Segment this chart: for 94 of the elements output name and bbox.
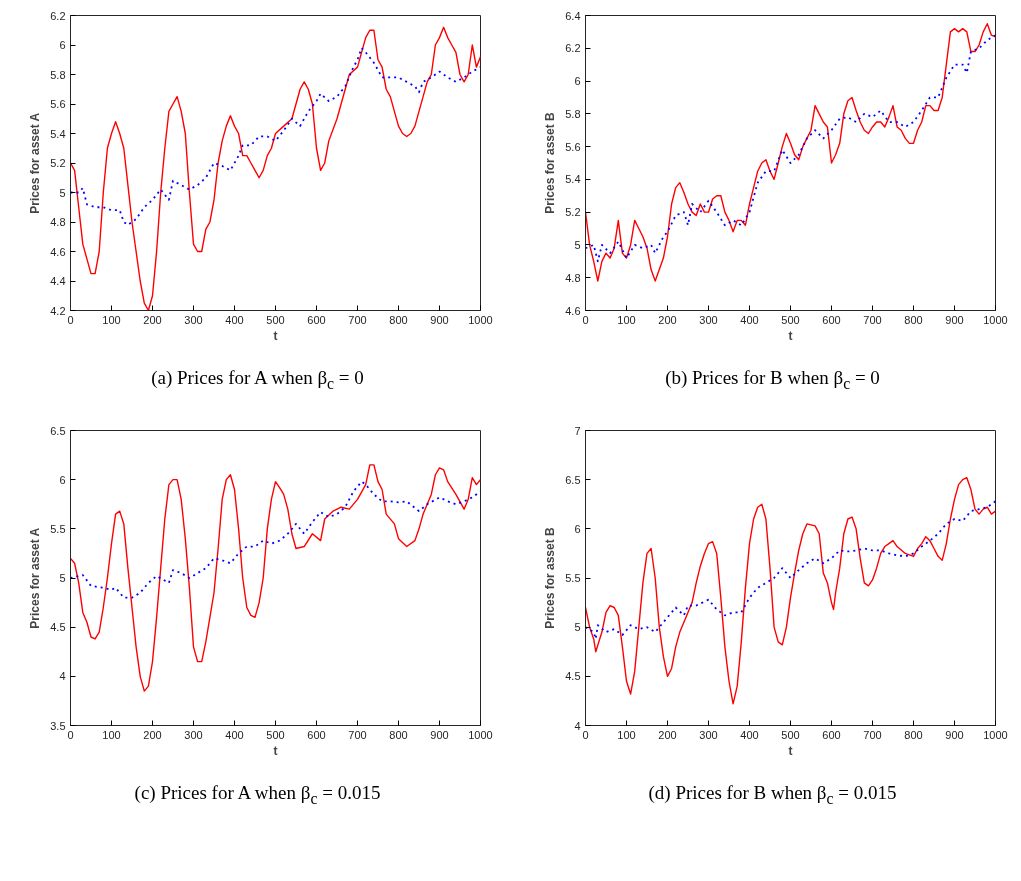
y-tick-label: 4.5 (50, 621, 66, 634)
y-tick-label: 5.5 (50, 522, 66, 535)
x-tick-label: 100 (102, 313, 121, 326)
x-tick-label: 400 (740, 313, 759, 326)
x-tick-label: 600 (307, 313, 326, 326)
x-tick-label: 900 (430, 728, 449, 741)
x-tick-label: 700 (863, 313, 882, 326)
y-tick-label: 6.4 (565, 9, 581, 22)
y-tick-label: 6.2 (565, 42, 581, 55)
x-tick-label: 1000 (468, 313, 493, 326)
x-axis-title: t (273, 328, 278, 343)
x-tick-label: 700 (348, 728, 367, 741)
x-axis-title: t (788, 328, 793, 343)
y-tick-label: 4.6 (50, 245, 66, 258)
y-tick-label: 4.5 (565, 670, 581, 683)
x-tick-label: 300 (184, 728, 203, 741)
x-tick-label: 700 (863, 728, 882, 741)
text: (c) Prices for A when β$_{c}$ = 0.015 (133, 781, 382, 809)
y-tick-label: 5 (59, 572, 66, 584)
y-axis-title: Prices for asset A (28, 112, 43, 214)
x-tick-label: 100 (617, 728, 636, 741)
y-tick-label: 4.8 (50, 216, 66, 228)
x-tick-label: 0 (67, 728, 74, 741)
y-tick-label: 5 (574, 238, 581, 251)
y-tick-label: 6.2 (50, 9, 66, 22)
x-tick-label: 300 (184, 313, 203, 326)
x-tick-label: 600 (307, 728, 326, 741)
y-tick-label: 4.6 (565, 304, 581, 317)
x-axis-title: t (788, 743, 793, 758)
y-tick-label: 5 (574, 621, 581, 634)
x-tick-label: 800 (389, 313, 408, 326)
y-tick-label: 5.6 (50, 98, 66, 110)
x-tick-label: 100 (102, 728, 121, 741)
y-tick-label: 5.6 (565, 140, 581, 153)
x-tick-label: 300 (699, 313, 718, 326)
x-tick-label: 400 (225, 313, 244, 326)
x-tick-label: 700 (348, 313, 367, 326)
x-tick-label: 900 (945, 313, 964, 326)
y-tick-label: 4 (574, 719, 581, 732)
y-axis-title: Prices for asset A (28, 527, 43, 629)
x-tick-label: 600 (822, 313, 841, 326)
x-tick-label: 1000 (468, 728, 493, 741)
line-series (70, 464, 481, 692)
x-tick-label: 1000 (983, 728, 1008, 741)
y-tick-label: 5.4 (50, 127, 66, 140)
x-tick-label: 0 (582, 313, 589, 326)
x-tick-label: 500 (781, 728, 800, 741)
line-series (585, 500, 996, 640)
x-tick-label: 500 (781, 313, 800, 326)
y-tick-label: 5.2 (50, 157, 66, 169)
x-tick-label: 0 (67, 313, 74, 326)
x-tick-label: 0 (582, 728, 589, 741)
text: (d) Prices for B when β$_{c}$ = 0.015 (647, 781, 898, 809)
x-tick-label: 500 (266, 313, 285, 326)
y-axis-title: Prices for asset B (543, 111, 558, 214)
y-tick-label: 3.5 (50, 719, 66, 732)
y-tick-label: 5.5 (565, 572, 581, 584)
y-tick-label: 5.2 (565, 206, 581, 219)
y-axis-title: Prices for asset B (543, 526, 558, 629)
y-tick-label: 7 (574, 424, 581, 437)
x-tick-label: 800 (904, 728, 923, 741)
line-series (585, 477, 996, 705)
y-tick-label: 6 (574, 75, 581, 88)
x-tick-label: 800 (904, 313, 923, 326)
y-tick-label: 4 (59, 670, 66, 683)
y-tick-label: 6.5 (565, 473, 581, 486)
x-tick-label: 200 (143, 728, 162, 741)
y-tick-label: 4.4 (50, 275, 66, 287)
x-tick-label: 1000 (983, 313, 1008, 326)
x-tick-label: 300 (699, 728, 718, 741)
y-tick-label: 6 (59, 473, 66, 486)
x-axis-title: t (273, 743, 278, 758)
y-tick-label: 4.8 (565, 271, 581, 284)
x-tick-label: 400 (225, 728, 244, 741)
x-tick-label: 200 (658, 728, 677, 741)
x-tick-label: 200 (658, 313, 677, 326)
text: (b) Prices for B when β$_{c}$ = 0 (664, 366, 881, 394)
y-tick-label: 6.5 (50, 424, 66, 437)
x-tick-label: 200 (143, 313, 162, 326)
y-tick-label: 5.4 (565, 173, 581, 186)
x-tick-label: 800 (389, 728, 408, 741)
x-tick-label: 100 (617, 313, 636, 326)
y-tick-label: 4.2 (50, 304, 66, 317)
x-tick-label: 600 (822, 728, 841, 741)
x-tick-label: 900 (430, 313, 449, 326)
x-tick-label: 900 (945, 728, 964, 741)
y-tick-label: 5 (59, 186, 66, 199)
y-tick-label: 5.8 (50, 68, 66, 81)
y-tick-label: 5.8 (565, 107, 581, 120)
x-tick-label: 500 (266, 728, 285, 741)
x-tick-label: 400 (740, 728, 759, 741)
y-tick-label: 6 (574, 522, 581, 535)
text: (a) Prices for A when β$_{c}$ = 0 (150, 366, 365, 394)
y-tick-label: 6 (59, 39, 66, 51)
